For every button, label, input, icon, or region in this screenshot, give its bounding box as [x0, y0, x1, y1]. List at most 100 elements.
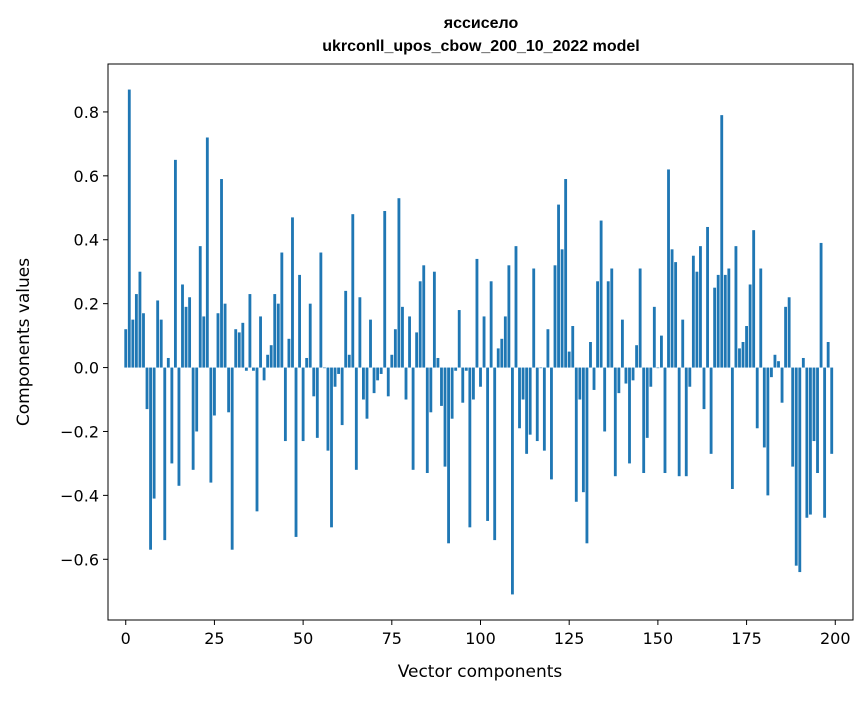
bar: [266, 354, 270, 368]
bar: [716, 274, 720, 368]
bar: [727, 268, 731, 368]
bar: [762, 367, 766, 448]
bar: [227, 367, 231, 413]
bar: [149, 367, 152, 550]
bar: [482, 316, 486, 368]
bar: [220, 179, 223, 368]
bar: [188, 297, 192, 368]
bar: [755, 367, 759, 429]
bar: [624, 367, 628, 384]
bar: [418, 281, 422, 368]
bar: [812, 367, 816, 442]
bar: [688, 367, 692, 387]
bar: [720, 115, 724, 368]
bar: [542, 367, 546, 451]
bar: [241, 322, 245, 368]
bar: [436, 357, 440, 368]
bar: [298, 274, 301, 368]
bar: [557, 204, 560, 368]
bar: [539, 367, 543, 369]
bar: [379, 367, 383, 374]
bar: [596, 281, 599, 368]
bar: [312, 367, 316, 397]
bar: [461, 367, 465, 403]
bar: [826, 342, 830, 368]
bar: [134, 294, 138, 368]
bar: [642, 367, 646, 474]
x-tick-label: 100: [465, 629, 496, 648]
bar: [390, 354, 394, 368]
bar: [262, 367, 266, 381]
bar: [787, 297, 791, 368]
x-tick-label: 175: [731, 629, 762, 648]
bar: [730, 367, 734, 489]
bar: [216, 313, 220, 368]
bar: [447, 367, 450, 544]
x-axis-label: Vector components: [398, 662, 563, 682]
bar: [464, 367, 468, 371]
bar: [422, 265, 426, 368]
bar: [553, 265, 557, 368]
bar: [681, 319, 685, 368]
bar: [496, 348, 500, 368]
bar: [152, 367, 156, 499]
bar: [514, 246, 518, 368]
bar: [571, 326, 575, 368]
bar: [181, 284, 184, 368]
bar: [532, 268, 536, 368]
bar: [567, 351, 571, 368]
bar: [273, 294, 277, 368]
bar: [560, 249, 564, 368]
bar: [205, 137, 209, 368]
bar: [691, 255, 695, 368]
bar: [578, 367, 582, 400]
x-tick-label: 50: [293, 629, 313, 648]
bar: [645, 367, 649, 438]
bars-group: [124, 89, 834, 595]
y-tick-label: 0.2: [74, 295, 99, 314]
bar: [184, 306, 188, 368]
bar: [684, 367, 688, 477]
bar: [202, 316, 206, 368]
bar: [507, 265, 511, 368]
x-axis-ticks: 0 25 50 75 100 125 150 175 200: [121, 620, 851, 648]
bar: [805, 367, 809, 518]
bar: [699, 246, 702, 368]
bar: [173, 159, 177, 368]
bar: [209, 367, 213, 483]
bar: [340, 367, 344, 426]
bar: [521, 367, 525, 400]
y-tick-label: 0.6: [74, 167, 99, 186]
bar: [397, 198, 401, 368]
bar: [734, 246, 738, 368]
bar: [138, 271, 142, 368]
bar: [244, 367, 248, 371]
y-axis-ticks: −0.6 −0.4 −0.2 0.0 0.2 0.4 0.6 0.8: [60, 103, 108, 569]
bar: [440, 367, 443, 406]
bar: [145, 367, 149, 410]
bar: [322, 367, 326, 369]
bar: [425, 367, 429, 474]
bar: [830, 367, 834, 454]
bar: [769, 367, 773, 378]
x-tick-label: 0: [121, 629, 131, 648]
bar: [677, 367, 681, 477]
bar: [670, 249, 674, 368]
bar: [709, 367, 713, 454]
bar: [628, 367, 631, 464]
bar: [656, 367, 660, 369]
bar: [773, 354, 777, 368]
bar: [511, 367, 514, 595]
bar: [276, 303, 280, 368]
bar: [613, 367, 617, 477]
bar: [450, 367, 454, 419]
bar: [124, 329, 128, 368]
y-tick-label: 0.4: [74, 231, 99, 250]
bar: [809, 367, 812, 515]
bar: [259, 316, 262, 368]
bar: [663, 367, 667, 474]
bar: [237, 332, 241, 368]
bar: [166, 357, 170, 368]
bar: [255, 367, 259, 512]
bar: [649, 367, 653, 387]
